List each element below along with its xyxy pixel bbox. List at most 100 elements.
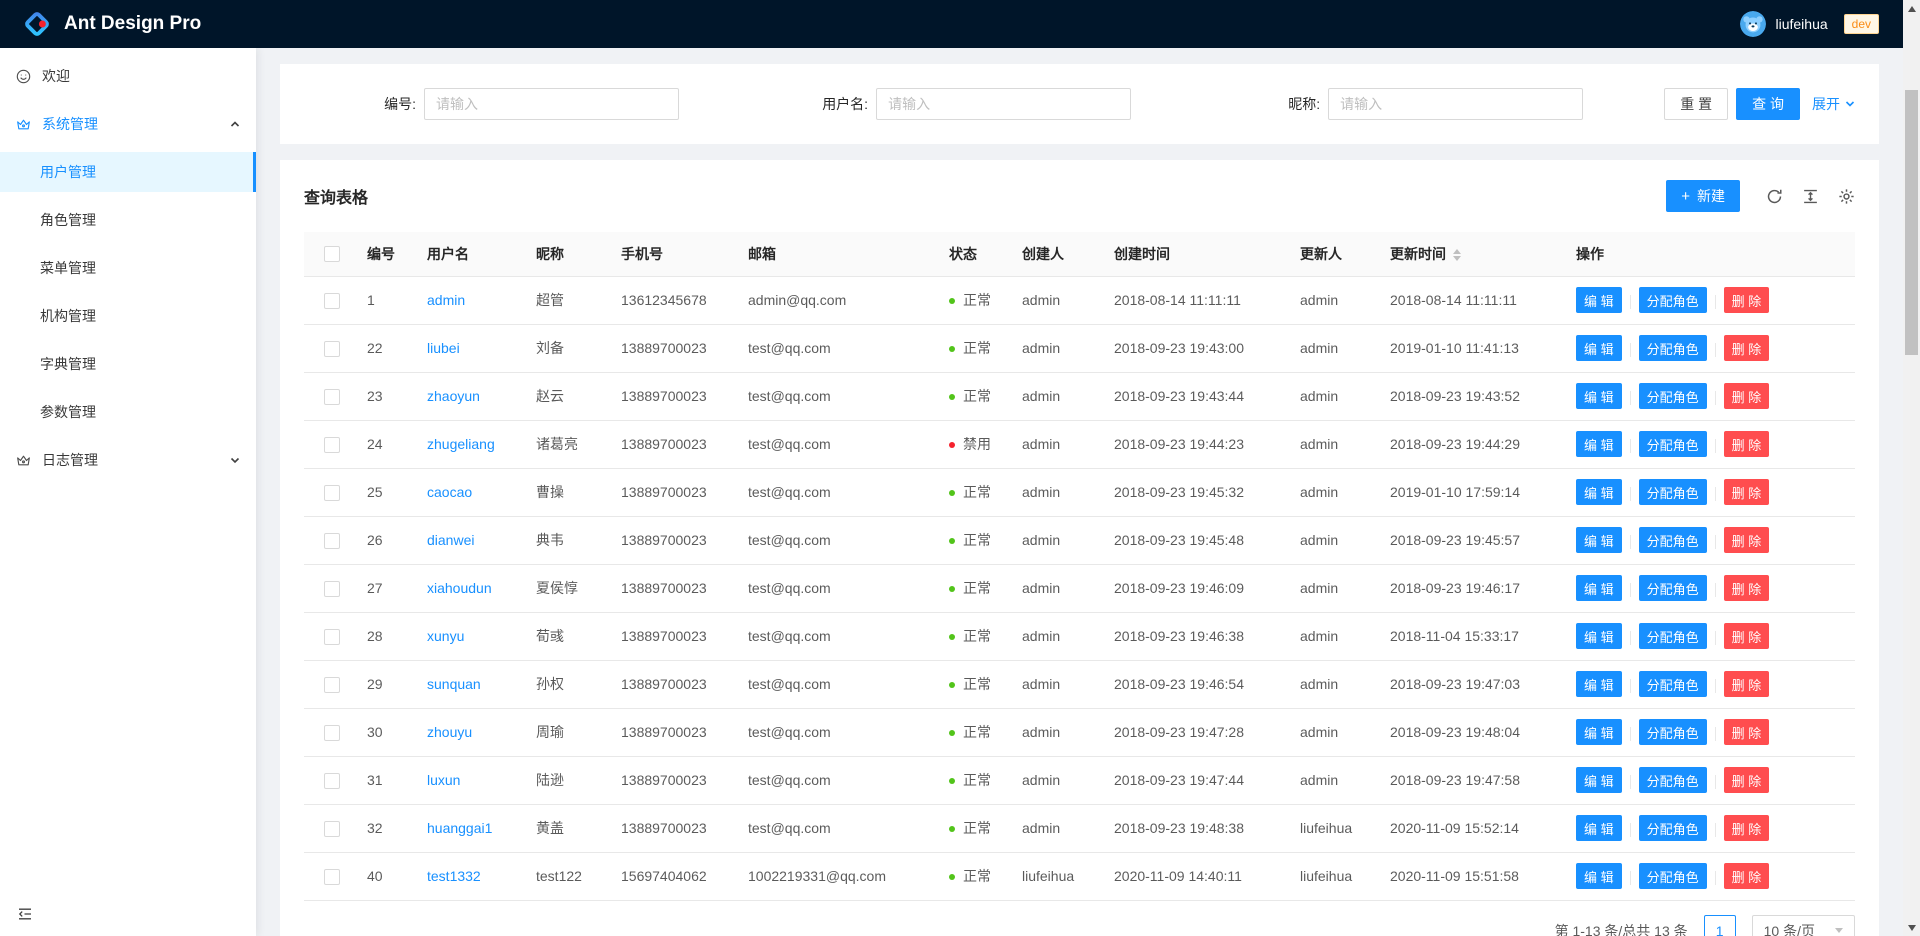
delete-button[interactable]: 删 除 [1723, 863, 1770, 889]
cell-phone: 13889700023 [613, 612, 740, 661]
assign-role-button[interactable]: 分配角色 [1638, 335, 1707, 361]
edit-button[interactable]: 编 辑 [1576, 575, 1622, 601]
user-avatar[interactable] [1740, 11, 1767, 37]
row-checkbox[interactable] [323, 340, 340, 357]
username-link[interactable]: liubei [427, 340, 460, 356]
username-link[interactable]: admin [427, 292, 466, 308]
assign-role-button[interactable]: 分配角色 [1638, 671, 1707, 697]
delete-button[interactable]: 删 除 [1723, 431, 1770, 457]
username-link[interactable]: zhouyu [427, 724, 473, 740]
assign-role-button[interactable]: 分配角色 [1638, 767, 1707, 793]
username-link[interactable]: test1332 [427, 868, 481, 884]
assign-role-button[interactable]: 分配角色 [1638, 479, 1707, 505]
delete-button[interactable]: 删 除 [1723, 623, 1770, 649]
row-checkbox[interactable] [323, 676, 340, 693]
expand-link[interactable]: 展开 [1812, 94, 1855, 114]
page-size-select[interactable]: 10 条/页 [1751, 914, 1855, 936]
row-checkbox[interactable] [323, 580, 340, 597]
sidebar-subitem[interactable]: 字典管理 [0, 344, 256, 384]
delete-button[interactable]: 删 除 [1723, 287, 1770, 313]
delete-button[interactable]: 删 除 [1723, 383, 1770, 409]
sidebar-subitem[interactable]: 机构管理 [0, 296, 256, 336]
sidebar-submenu-system[interactable]: 系统管理 [0, 104, 256, 144]
id-input[interactable] [424, 88, 679, 120]
density-icon[interactable] [1802, 188, 1819, 205]
edit-button[interactable]: 编 辑 [1576, 815, 1622, 841]
delete-button[interactable]: 删 除 [1723, 575, 1770, 601]
vertical-scrollbar[interactable] [1903, 0, 1920, 936]
sidebar-item-welcome[interactable]: 欢迎 [0, 56, 256, 96]
reload-icon[interactable] [1766, 188, 1783, 205]
edit-button[interactable]: 编 辑 [1576, 719, 1622, 745]
cell-updated-time: 2019-01-10 17:59:14 [1382, 468, 1568, 517]
sidebar-subitem[interactable]: 菜单管理 [0, 248, 256, 288]
assign-role-button[interactable]: 分配角色 [1638, 815, 1707, 841]
row-checkbox[interactable] [323, 772, 340, 789]
edit-button[interactable]: 编 辑 [1576, 863, 1622, 889]
assign-role-button[interactable]: 分配角色 [1638, 623, 1707, 649]
sidebar-collapse-trigger[interactable] [0, 892, 256, 936]
row-checkbox[interactable] [323, 868, 340, 885]
sidebar-subitem[interactable]: 用户管理 [0, 152, 256, 192]
sidebar-subitem[interactable]: 参数管理 [0, 392, 256, 432]
select-all-checkbox[interactable] [323, 246, 340, 263]
scrollbar-thumb[interactable] [1905, 90, 1918, 355]
settings-icon[interactable] [1838, 188, 1855, 205]
column-header-updated[interactable]: 更新时间 [1382, 232, 1568, 277]
row-checkbox[interactable] [323, 292, 340, 309]
assign-role-button[interactable]: 分配角色 [1638, 431, 1707, 457]
username-link[interactable]: sunquan [427, 676, 481, 692]
edit-button[interactable]: 编 辑 [1576, 479, 1622, 505]
assign-role-button[interactable]: 分配角色 [1638, 287, 1707, 313]
username-input[interactable] [876, 88, 1132, 120]
user-name[interactable]: liufeihua [1775, 16, 1828, 32]
query-button[interactable]: 查 询 [1736, 88, 1800, 120]
row-checkbox[interactable] [323, 388, 340, 405]
edit-button[interactable]: 编 辑 [1576, 623, 1622, 649]
assign-role-button[interactable]: 分配角色 [1638, 527, 1707, 553]
nickname-input[interactable] [1328, 88, 1584, 120]
username-link[interactable]: zhugeliang [427, 436, 495, 452]
edit-button[interactable]: 编 辑 [1576, 287, 1622, 313]
page-1-button[interactable]: 1 [1703, 914, 1736, 936]
assign-role-button[interactable]: 分配角色 [1638, 863, 1707, 889]
username-link[interactable]: xiahoudun [427, 580, 492, 596]
edit-button[interactable]: 编 辑 [1576, 671, 1622, 697]
username-link[interactable]: xunyu [427, 628, 465, 644]
table-row: 27 xiahoudun 夏侯惇 13889700023 test@qq.com… [304, 564, 1855, 613]
delete-button[interactable]: 删 除 [1723, 335, 1770, 361]
edit-button[interactable]: 编 辑 [1576, 335, 1622, 361]
edit-button[interactable]: 编 辑 [1576, 383, 1622, 409]
username-link[interactable]: caocao [427, 484, 473, 500]
row-checkbox[interactable] [323, 820, 340, 837]
assign-role-button[interactable]: 分配角色 [1638, 719, 1707, 745]
row-checkbox[interactable] [323, 628, 340, 645]
username-link[interactable]: luxun [427, 772, 461, 788]
username-link[interactable]: zhaoyun [427, 388, 480, 404]
assign-role-button[interactable]: 分配角色 [1638, 575, 1707, 601]
row-checkbox[interactable] [323, 724, 340, 741]
scroll-up-arrow-icon[interactable] [1903, 0, 1920, 17]
sidebar-subitem[interactable]: 角色管理 [0, 200, 256, 240]
reset-button[interactable]: 重 置 [1664, 88, 1729, 120]
new-button[interactable]: + 新建 [1666, 180, 1740, 212]
delete-button[interactable]: 删 除 [1723, 671, 1770, 697]
username-link[interactable]: huanggai1 [427, 820, 493, 836]
row-checkbox[interactable] [323, 484, 340, 501]
username-link[interactable]: dianwei [427, 532, 475, 548]
delete-button[interactable]: 删 除 [1723, 479, 1770, 505]
delete-button[interactable]: 删 除 [1723, 767, 1770, 793]
sidebar-submenu-log[interactable]: 日志管理 [0, 440, 256, 480]
logo-area[interactable]: Ant Design Pro [22, 9, 201, 39]
row-checkbox[interactable] [323, 532, 340, 549]
delete-button[interactable]: 删 除 [1723, 815, 1770, 841]
scroll-down-arrow-icon[interactable] [1903, 919, 1920, 936]
row-checkbox[interactable] [323, 436, 340, 453]
delete-button[interactable]: 删 除 [1723, 719, 1770, 745]
sort-carets-icon[interactable] [1453, 249, 1461, 262]
delete-button[interactable]: 删 除 [1723, 527, 1770, 553]
assign-role-button[interactable]: 分配角色 [1638, 383, 1707, 409]
edit-button[interactable]: 编 辑 [1576, 431, 1622, 457]
edit-button[interactable]: 编 辑 [1576, 527, 1622, 553]
edit-button[interactable]: 编 辑 [1576, 767, 1622, 793]
